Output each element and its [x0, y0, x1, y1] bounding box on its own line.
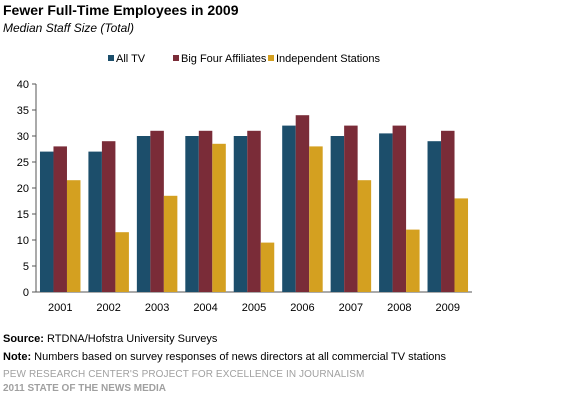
- bar-all-tv-2005: [233, 136, 248, 292]
- note-line: Note: Numbers based on survey responses …: [3, 351, 446, 363]
- x-tick-label: 2009: [436, 302, 460, 314]
- bar-big-four-affiliates-2007: [344, 125, 358, 292]
- chart-title: Fewer Full-Time Employees in 2009: [3, 2, 239, 18]
- y-tick-label: 5: [23, 261, 29, 273]
- x-tick-label: 2001: [48, 302, 72, 314]
- bar-independent-stations-2006: [309, 146, 323, 292]
- bar-big-four-affiliates-2009: [441, 130, 455, 292]
- bar-independent-stations-2009: [454, 198, 469, 292]
- bar-all-tv-2008: [379, 133, 393, 292]
- y-tick-label: 25: [17, 157, 29, 169]
- bar-big-four-affiliates-2002: [101, 141, 116, 292]
- y-tick-label: 0: [23, 287, 29, 299]
- note-text: Numbers based on survey responses of new…: [34, 351, 447, 363]
- bar-big-four-affiliates-2008: [392, 125, 407, 292]
- legend-swatch: [268, 55, 274, 61]
- x-tick-label: 2002: [96, 302, 120, 314]
- bar-independent-stations-2007: [357, 180, 372, 292]
- y-tick-label: 15: [17, 209, 29, 221]
- bar-independent-stations-2004: [212, 143, 226, 292]
- bar-all-tv-2003: [136, 136, 151, 292]
- y-tick-label: 10: [17, 235, 29, 247]
- source-text: RTDNA/Hofstra University Surveys: [47, 333, 218, 345]
- legend-swatch: [108, 55, 114, 61]
- y-tick-label: 40: [17, 79, 29, 91]
- source-line: Source: RTDNA/Hofstra University Surveys: [3, 333, 217, 345]
- bar-big-four-affiliates-2006: [295, 115, 310, 292]
- chart-subtitle: Median Staff Size (Total): [3, 21, 134, 35]
- bar-all-tv-2006: [282, 125, 296, 292]
- bar-independent-stations-2003: [163, 195, 178, 292]
- bar-independent-stations-2002: [115, 232, 129, 292]
- bar-big-four-affiliates-2001: [53, 146, 67, 292]
- bar-independent-stations-2001: [66, 180, 81, 292]
- legend-label: Independent Stations: [276, 53, 380, 65]
- bar-all-tv-2007: [330, 136, 345, 292]
- bar-all-tv-2001: [39, 151, 54, 292]
- footer-report: 2011 STATE OF THE NEWS MEDIA: [3, 383, 166, 394]
- legend-label: Big Four Affiliates: [181, 53, 267, 65]
- bar-independent-stations-2005: [260, 242, 275, 292]
- x-tick-label: 2007: [339, 302, 363, 314]
- x-tick-label: 2005: [242, 302, 266, 314]
- bar-chart: 0 5 10 15 20 25 30 35 40 2001 2002 2003 2004 2005 2006…: [17, 53, 472, 314]
- source-label: Source:: [3, 333, 44, 345]
- y-tick-label: 30: [17, 131, 29, 143]
- bar-independent-stations-2008: [406, 229, 420, 292]
- legend-label: All TV: [116, 53, 146, 65]
- y-tick-label: 35: [17, 105, 29, 117]
- bar-big-four-affiliates-2005: [247, 130, 261, 292]
- bar-all-tv-2004: [185, 136, 199, 292]
- bar-big-four-affiliates-2003: [150, 130, 164, 292]
- footer-organization: PEW RESEARCH CENTER'S PROJECT FOR EXCELL…: [3, 369, 365, 380]
- x-tick-label: 2006: [290, 302, 314, 314]
- note-label: Note:: [3, 351, 32, 363]
- bar-big-four-affiliates-2004: [198, 130, 213, 292]
- x-tick-label: 2004: [193, 302, 217, 314]
- y-tick-label: 20: [17, 183, 29, 195]
- legend-swatch: [173, 55, 179, 61]
- bar-all-tv-2002: [88, 151, 102, 292]
- x-tick-label: 2003: [145, 302, 169, 314]
- bar-all-tv-2009: [427, 141, 442, 292]
- x-tick-label: 2008: [387, 302, 411, 314]
